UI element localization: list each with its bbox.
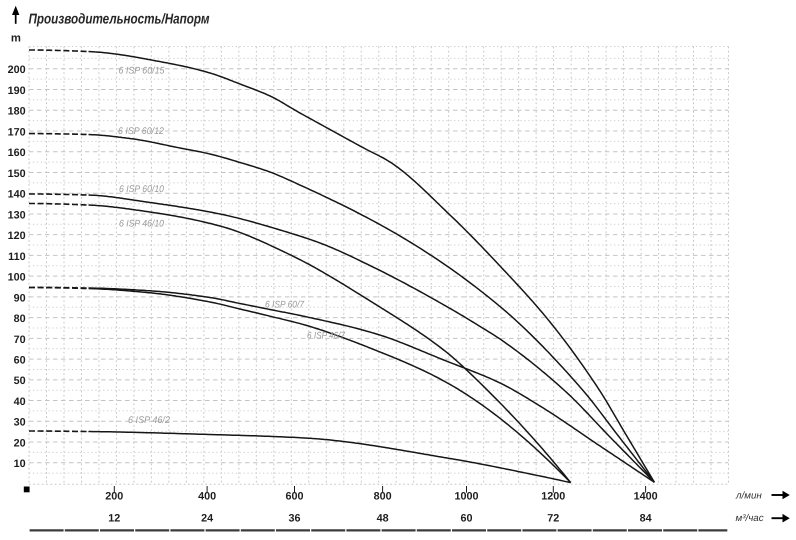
svg-text:48: 48 [377,513,389,525]
svg-text:Производительность/Напорм: Производительность/Напорм [29,11,210,27]
svg-text:1000: 1000 [454,491,478,503]
svg-text:12: 12 [108,513,120,525]
svg-text:м³/час: м³/час [736,513,764,524]
svg-text:80: 80 [14,313,26,325]
svg-text:30: 30 [14,417,26,429]
svg-text:1400: 1400 [634,491,658,503]
svg-text:20: 20 [14,437,26,449]
svg-text:180: 180 [8,106,26,118]
svg-text:120: 120 [8,230,26,242]
svg-text:72: 72 [547,513,559,525]
svg-text:36: 36 [288,513,300,525]
svg-text:140: 140 [8,189,26,201]
svg-text:200: 200 [105,491,123,503]
svg-text:84: 84 [640,513,652,525]
svg-text:6 ISP 60/12: 6 ISP 60/12 [118,126,165,137]
svg-text:40: 40 [14,396,26,408]
svg-text:170: 170 [8,126,26,138]
svg-text:6 ISP 60/10: 6 ISP 60/10 [119,184,165,195]
svg-text:800: 800 [374,491,392,503]
svg-text:л/мин: л/мин [735,490,762,501]
svg-text:6 ISP 46/10: 6 ISP 46/10 [119,218,165,229]
svg-text:130: 130 [8,209,26,221]
svg-text:6 ISP 46/2: 6 ISP 46/2 [128,415,171,426]
svg-text:10: 10 [14,458,26,470]
svg-text:400: 400 [198,491,216,503]
svg-text:6 ISP 46/7: 6 ISP 46/7 [307,330,346,341]
svg-text:110: 110 [8,251,25,263]
svg-text:1200: 1200 [541,491,565,503]
svg-text:60: 60 [460,513,472,525]
svg-text:6 ISP 60/7: 6 ISP 60/7 [265,300,305,311]
svg-text:150: 150 [8,168,26,180]
svg-text:m: m [11,33,21,45]
svg-text:70: 70 [14,334,26,346]
svg-text:200: 200 [8,64,26,76]
svg-text:160: 160 [8,147,26,159]
svg-text:6 ISP 60/15: 6 ISP 60/15 [119,66,166,77]
svg-text:90: 90 [14,292,26,304]
svg-text:100: 100 [8,272,26,284]
svg-text:24: 24 [201,513,213,525]
svg-text:50: 50 [14,375,26,387]
svg-text:60: 60 [14,354,26,366]
svg-text:190: 190 [8,85,26,97]
svg-text:600: 600 [285,491,303,503]
